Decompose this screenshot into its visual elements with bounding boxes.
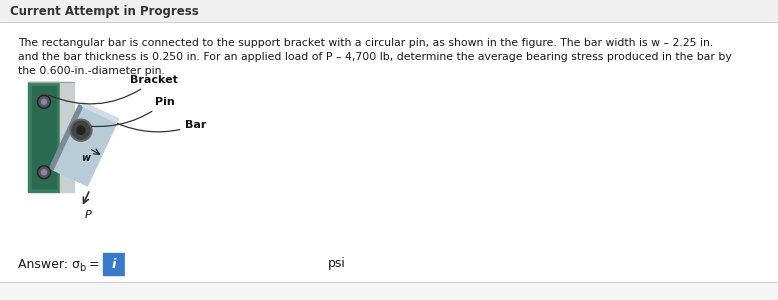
Text: psi: psi [328, 257, 346, 271]
Polygon shape [49, 105, 82, 170]
Polygon shape [53, 106, 117, 186]
Text: the 0.600-in.-diameter pin.: the 0.600-in.-diameter pin. [18, 66, 165, 76]
Bar [103, 253, 125, 275]
Text: The rectangular bar is connected to the support bracket with a circular pin, as : The rectangular bar is connected to the … [18, 38, 713, 48]
Text: b: b [79, 263, 86, 273]
Text: P: P [85, 211, 91, 220]
Circle shape [41, 99, 47, 104]
Bar [0, 282, 778, 300]
Text: Bar: Bar [117, 120, 206, 132]
Text: Pin: Pin [92, 97, 175, 127]
Text: Answer: σ: Answer: σ [18, 257, 80, 271]
Circle shape [72, 121, 90, 139]
Text: i: i [112, 257, 116, 271]
Circle shape [41, 170, 47, 175]
Text: Bracket: Bracket [48, 75, 178, 104]
Circle shape [37, 166, 51, 179]
Circle shape [37, 95, 51, 108]
Circle shape [39, 97, 49, 107]
Text: w: w [82, 153, 90, 163]
Circle shape [39, 167, 49, 177]
Circle shape [70, 119, 92, 141]
Bar [125, 253, 320, 275]
Circle shape [77, 126, 85, 134]
Bar [60, 82, 74, 192]
Bar [0, 0, 778, 22]
Text: =: = [85, 257, 100, 271]
Polygon shape [82, 103, 119, 122]
Text: and the bar thickness is 0.250 in. For an applied load of P – 4,700 lb, determin: and the bar thickness is 0.250 in. For a… [18, 52, 732, 62]
Bar [28, 82, 60, 192]
Bar [32, 86, 56, 188]
Text: Current Attempt in Progress: Current Attempt in Progress [10, 4, 198, 17]
